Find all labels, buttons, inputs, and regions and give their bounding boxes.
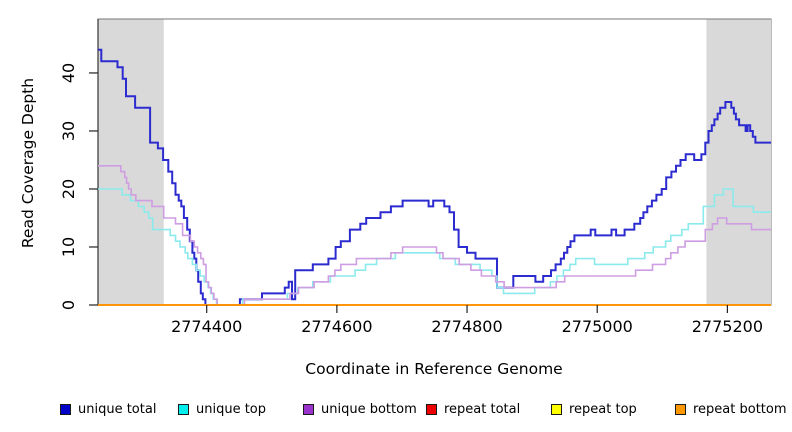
x-axis-tick-label: 2775200 — [692, 317, 763, 336]
plot-box-border — [97, 18, 772, 306]
series-unique-top-line — [98, 188, 771, 306]
y-axis-tick-label: 0 — [59, 300, 78, 310]
y-axis-tick-label: 10 — [59, 237, 78, 257]
shaded-region — [98, 19, 164, 305]
y-axis-tick-label: 30 — [59, 121, 78, 141]
shaded-region — [706, 19, 771, 305]
y-axis-title: Read Coverage Depth — [19, 77, 37, 249]
series-unique-total-line — [98, 48, 771, 306]
series-unique-bottom-line — [98, 165, 771, 306]
x-axis-tick-label: 2774600 — [301, 317, 372, 336]
y-axis-tick-label: 40 — [59, 63, 78, 83]
x-axis-tick-label: 2775000 — [562, 317, 633, 336]
x-axis-tick-label: 2774800 — [431, 317, 502, 336]
x-axis-title: Coordinate in Reference Genome — [305, 360, 563, 378]
x-axis-tick-label: 2774400 — [171, 317, 242, 336]
y-axis-tick-label: 20 — [59, 179, 78, 199]
